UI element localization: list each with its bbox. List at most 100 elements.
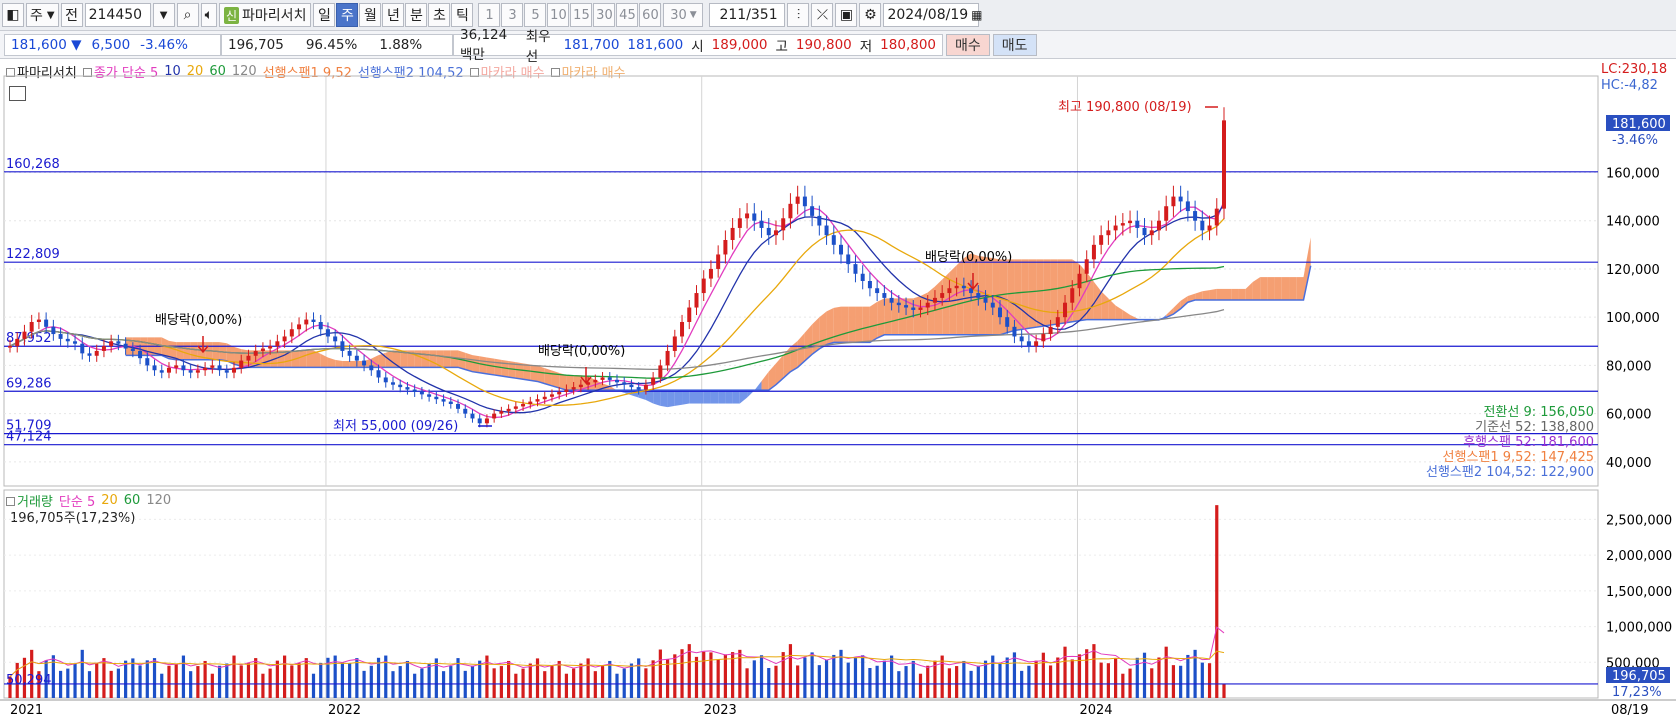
ichimoku-cloud: [1296, 277, 1304, 301]
interval-button[interactable]: 1: [478, 3, 501, 27]
candle-body: [1070, 288, 1075, 303]
ichimoku-cloud: [689, 390, 697, 404]
period-tab[interactable]: 분: [405, 3, 428, 27]
volume-bar: [131, 658, 135, 698]
date-value: 2024/08/19: [887, 7, 969, 23]
candle-body: [896, 302, 901, 306]
sell-button[interactable]: 매도: [992, 33, 1037, 56]
stock-code-input[interactable]: 214450: [84, 3, 151, 27]
candle-body: [174, 365, 179, 368]
volume-bar: [66, 668, 70, 698]
volume-bar: [774, 665, 778, 698]
ichimoku-cloud: [1108, 298, 1116, 320]
ichimoku-cloud: [537, 365, 545, 384]
ichimoku-cloud: [1122, 310, 1131, 320]
ichimoku-cloud: [754, 381, 762, 391]
ichimoku-cloud: [739, 390, 748, 404]
calendar-icon[interactable]: ▦: [971, 8, 983, 22]
turnover-percent: 1.88%: [379, 36, 423, 53]
volume-bar: [824, 660, 829, 698]
candle-settings-icon[interactable]: ⫶: [787, 3, 810, 27]
candle-body: [36, 319, 41, 322]
candle-body: [289, 329, 294, 337]
interval-button[interactable]: 60: [639, 3, 662, 27]
ichimoku-cloud: [559, 372, 567, 391]
candle-body: [210, 365, 215, 368]
ichimoku-cloud: [190, 342, 198, 360]
volume-bar: [196, 666, 200, 698]
ichimoku-cloud: [1130, 314, 1138, 320]
gear-icon[interactable]: ⚙: [859, 3, 882, 27]
ichimoku-cloud: [523, 363, 531, 381]
volume-value: 196,705: [228, 36, 284, 53]
candle-body: [116, 341, 121, 344]
y-tick-label: 80,000: [1606, 359, 1652, 374]
candle-body: [802, 196, 807, 207]
dividend-arrow: [580, 367, 592, 385]
volume-bar: [680, 649, 684, 698]
interval-button[interactable]: 5: [524, 3, 547, 27]
candle-body: [405, 387, 410, 390]
volume-bar: [600, 666, 605, 698]
volume-bar: [1092, 644, 1096, 698]
volume-bar: [586, 658, 590, 698]
candle-body: [578, 384, 583, 388]
interval-button[interactable]: 15: [570, 3, 593, 27]
candle-body: [680, 322, 685, 337]
volume-bar: [911, 660, 915, 698]
candle-body: [521, 404, 526, 407]
candle-body: [1142, 227, 1147, 236]
candle-body: [441, 399, 446, 402]
stock-name-box[interactable]: 신 파마리서치: [219, 3, 312, 27]
period-tab[interactable]: 월: [359, 3, 382, 27]
volume-bar: [752, 660, 756, 698]
interval-select[interactable]: 30 ▼: [663, 3, 704, 27]
interval-button[interactable]: 10: [547, 3, 570, 27]
legend-ma-20: 20: [186, 64, 204, 79]
legend-volume[interactable]: 거래량: [6, 491, 53, 510]
volume-bar: [615, 673, 619, 698]
ichimoku-cloud: [963, 253, 972, 335]
interval-button[interactable]: 30: [593, 3, 616, 27]
interval-button[interactable]: 45: [616, 3, 639, 27]
volume-bar: [521, 668, 525, 698]
volume-bar: [73, 663, 77, 698]
period-tab[interactable]: 틱: [451, 3, 474, 27]
y-tick-label: 60,000: [1606, 408, 1652, 423]
candle-body: [1063, 302, 1068, 318]
volume-bar: [702, 651, 706, 698]
level-label: 47,124: [6, 430, 52, 445]
layout-icon[interactable]: ◧: [2, 3, 24, 27]
prev-button[interactable]: 전: [60, 3, 83, 27]
candle-body: [123, 343, 128, 349]
crosshair-icon[interactable]: ⤫: [811, 3, 834, 27]
prefix-select[interactable]: 주 ▼: [26, 3, 59, 27]
candle-body: [853, 264, 858, 274]
volume-bar: [1085, 649, 1089, 698]
interval-button[interactable]: 3: [501, 3, 524, 27]
candle-body: [788, 203, 793, 219]
volume-ma-20-line: [9, 650, 1225, 677]
high-annotation: 최고 190,800 (08/19): [1058, 100, 1192, 115]
ichimoku-cloud: [934, 279, 943, 335]
period-tab[interactable]: 초: [428, 3, 451, 27]
speaker-icon[interactable]: 🔈︎: [200, 3, 217, 27]
candle-body: [282, 336, 287, 342]
buy-button[interactable]: 매수: [946, 33, 990, 56]
dividend-arrow: [967, 273, 979, 291]
ma-20-line: [9, 218, 1225, 406]
candle-body: [593, 379, 598, 383]
code-dropdown-icon[interactable]: ▼: [152, 3, 175, 27]
search-icon[interactable]: ⌕: [176, 3, 199, 27]
volume-bar: [340, 662, 345, 698]
period-tab[interactable]: 년: [382, 3, 405, 27]
period-tab[interactable]: 일: [313, 3, 336, 27]
candle-body: [918, 307, 923, 310]
save-icon[interactable]: ▣: [835, 3, 858, 27]
date-input[interactable]: 2024/08/19 ▦: [883, 3, 983, 27]
period-tab[interactable]: 주: [336, 3, 359, 27]
count-field[interactable]: 211 /351: [709, 3, 786, 27]
volume-bar: [767, 668, 771, 698]
menu-icon[interactable]: [9, 86, 26, 101]
